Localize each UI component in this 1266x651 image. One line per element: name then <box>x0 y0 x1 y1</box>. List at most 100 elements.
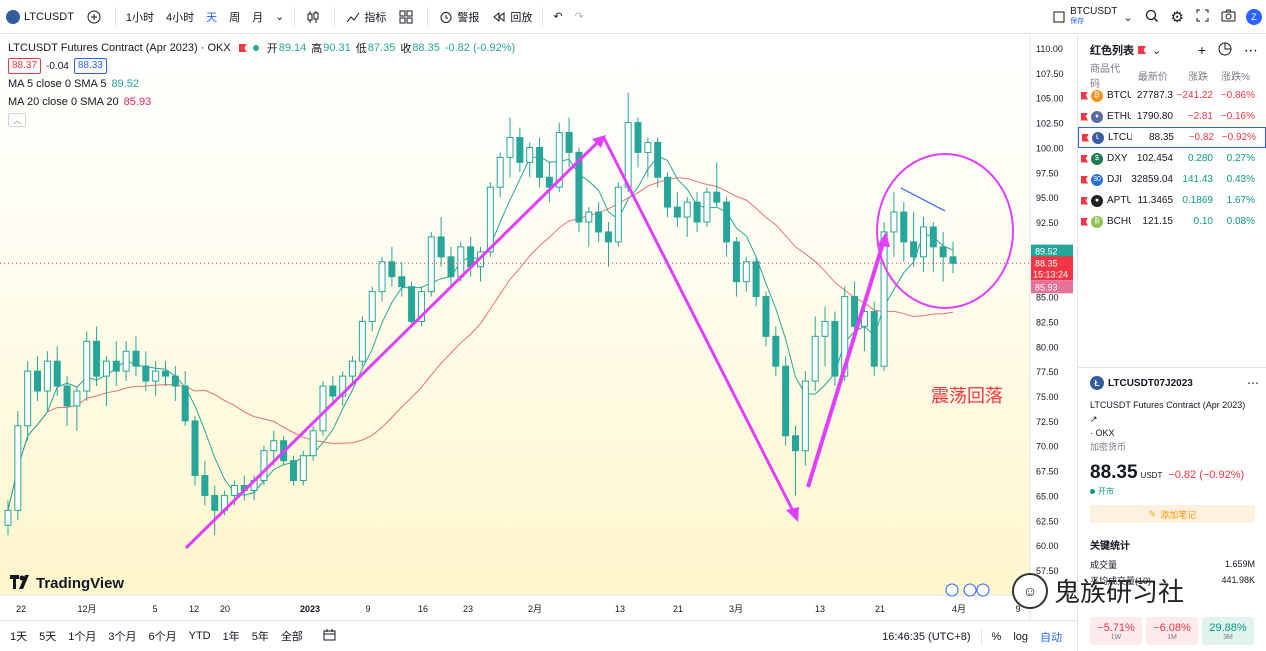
time-tick-label: 22 <box>16 604 26 614</box>
interval-4h[interactable]: 4小时 <box>166 11 195 24</box>
flag-icon[interactable] <box>1081 217 1088 226</box>
symbol-search[interactable]: LTCUSDT <box>0 0 80 34</box>
perf-1w[interactable]: −5.71% 1W <box>1090 617 1142 645</box>
economic-event-icon[interactable] <box>976 583 990 597</box>
coin-icon: Ł <box>1092 131 1104 144</box>
sell-price[interactable]: 88.37 <box>8 58 42 74</box>
economic-event-icon[interactable] <box>945 583 959 597</box>
chart-pane[interactable]: 110.00 107.50 105.00 102.50 100.00 97.50 95.00… <box>0 35 1076 620</box>
clock-time[interactable]: 16:46:35 (UTC+8) <box>882 630 971 643</box>
redo-button[interactable]: ↷ <box>569 0 590 34</box>
bottom-toolbar: 1天 5天 1个月 3个月 6个月 YTD 1年 5年 全部 16:46:35 … <box>0 620 1076 651</box>
indicators-button[interactable]: 指标 <box>339 0 392 34</box>
interval-dropdown[interactable]: ⌄ <box>269 0 290 34</box>
watchlist-row-bchusdt[interactable]: ₿ BCHUSDT 121.15 0.10 0.08% <box>1078 211 1266 232</box>
layout-select[interactable]: BTCUSDT 保存 ⌄ <box>1045 0 1138 34</box>
col-chg[interactable]: 涨跌 <box>1188 71 1208 83</box>
row-change: −241.22 <box>1176 90 1213 101</box>
row-last: 121.15 <box>1142 216 1173 227</box>
more-icon[interactable]: ⋯ <box>1247 376 1259 390</box>
col-last[interactable]: 最新价 <box>1138 71 1168 83</box>
undo-button[interactable]: ↶ <box>547 0 568 34</box>
watchlist-row-ltcusdt[interactable]: Ł LTCUSDT 88.35 −0.82 −0.92% <box>1078 127 1266 148</box>
search-button[interactable] <box>1139 0 1165 34</box>
advanced-view-icon[interactable] <box>1218 42 1232 59</box>
economic-event-icon[interactable] <box>963 583 977 597</box>
percent-scale-toggle[interactable]: % <box>991 630 1002 643</box>
watchlist-row-dxy[interactable]: $ DXY 102.454 0.280 0.27% <box>1078 148 1266 169</box>
countdown-label: 15:13:24 <box>1033 269 1068 279</box>
candle-up <box>526 146 534 163</box>
add-note-button[interactable]: ✎ 添加笔记 <box>1090 505 1255 523</box>
range-3m[interactable]: 3个月 <box>108 631 137 643</box>
candle-down <box>289 460 297 482</box>
details-symbol[interactable]: LTCUSDT07J2023 <box>1108 377 1193 389</box>
interval-1w[interactable]: 周 <box>229 11 241 24</box>
candle-up <box>349 360 357 377</box>
range-5y[interactable]: 5年 <box>251 631 269 643</box>
watchlist-row-ethusdt[interactable]: ♦ ETHUSDT 1790.80 −2.81 −0.16% <box>1078 106 1266 127</box>
watchlist-row-aptusdt[interactable]: ● APTUSDT 11.3465 0.1869 1.67% <box>1078 190 1266 211</box>
perf-1m[interactable]: −6.08% 1M <box>1146 617 1198 645</box>
flag-icon[interactable] <box>1082 133 1089 142</box>
auto-scale-toggle[interactable]: 自动 <box>1040 631 1062 644</box>
flag-icon[interactable] <box>238 44 247 52</box>
price-tick-label: 100.00 <box>1036 143 1064 153</box>
chart-type-button[interactable] <box>299 0 330 34</box>
alert-button[interactable]: 警报 <box>432 0 485 34</box>
perf-3m[interactable]: 29.88% 3M <box>1202 617 1254 645</box>
gear-icon: ⚙ <box>1170 9 1184 26</box>
flag-icon[interactable] <box>1081 91 1088 100</box>
legend-ma5-row[interactable]: MA 5 close 0 SMA 5 89.52 <box>8 75 520 93</box>
interval-1d[interactable]: 天 <box>206 11 218 24</box>
range-ytd[interactable]: YTD <box>188 630 211 642</box>
range-1m[interactable]: 1个月 <box>68 631 97 643</box>
buy-price[interactable]: 88.33 <box>73 58 107 74</box>
avg-volume-value: 441.98K <box>1221 575 1255 585</box>
goto-date-button[interactable] <box>317 628 342 644</box>
flag-icon[interactable] <box>1081 196 1088 205</box>
layouts-button[interactable] <box>392 0 423 34</box>
more-icon[interactable]: ⋯ <box>1244 41 1258 58</box>
chevron-down-icon[interactable]: ⌄ <box>1152 44 1162 57</box>
compare-button[interactable] <box>80 0 111 34</box>
collapse-legend-button[interactable]: ︿ <box>8 113 26 127</box>
legend-ma20-row[interactable]: MA 20 close 0 SMA 20 85.93 <box>8 93 520 111</box>
flag-icon[interactable] <box>1081 154 1088 163</box>
user-avatar[interactable]: Z <box>1246 9 1262 25</box>
last-price-label: 88.35 <box>1035 258 1058 268</box>
flag-icon[interactable] <box>1081 175 1088 184</box>
settings-button[interactable]: ⚙ <box>1165 0 1190 34</box>
tradingview-logo[interactable]: TradingView <box>10 575 124 592</box>
snapshot-button[interactable] <box>1215 0 1242 34</box>
price-chart[interactable]: 110.00 107.50 105.00 102.50 100.00 97.50 95.00… <box>0 35 1076 620</box>
interval-1m[interactable]: 月 <box>252 11 264 24</box>
candle-up <box>43 360 51 392</box>
range-all[interactable]: 全部 <box>280 631 303 643</box>
watchlist-title[interactable]: 红色列表 <box>1090 45 1134 57</box>
candle-down <box>782 365 790 437</box>
replay-button[interactable]: 回放 <box>485 0 538 34</box>
watchlist-row-dji[interactable]: 30 DJI 32859.04 141.43 0.43% <box>1078 169 1266 190</box>
resistance-line <box>900 187 946 212</box>
range-5d[interactable]: 5天 <box>39 631 57 643</box>
range-1d[interactable]: 1天 <box>10 631 28 643</box>
col-symbol[interactable]: 商品代码 <box>1090 64 1120 90</box>
col-pct[interactable]: 涨跌% <box>1221 71 1250 83</box>
row-last: 11.3465 <box>1137 195 1173 206</box>
range-6m[interactable]: 6个月 <box>148 631 177 643</box>
interval-1h[interactable]: 1小时 <box>125 11 155 24</box>
flag-icon[interactable] <box>1081 112 1088 121</box>
candle-down <box>752 261 760 298</box>
coin-icon: ₿ <box>1091 89 1103 102</box>
log-scale-toggle[interactable]: log <box>1013 630 1028 643</box>
range-1y[interactable]: 1年 <box>222 631 240 643</box>
external-link-icon[interactable]: ↗ <box>1090 414 1098 424</box>
add-symbol-icon[interactable]: + <box>1197 42 1206 58</box>
indicators-label: 指标 <box>364 11 387 24</box>
candle-up <box>14 425 22 511</box>
fullscreen-button[interactable] <box>1190 0 1215 34</box>
symbol-details: Ł LTCUSDT07J2023 ⋯ LTCUSDT Futures Contr… <box>1078 367 1266 645</box>
close-value: 88.35 <box>412 42 440 54</box>
watchlist-row-btcusdt[interactable]: ₿ BTCUSDT 27787.3−241.22 −0.86% <box>1078 85 1266 106</box>
